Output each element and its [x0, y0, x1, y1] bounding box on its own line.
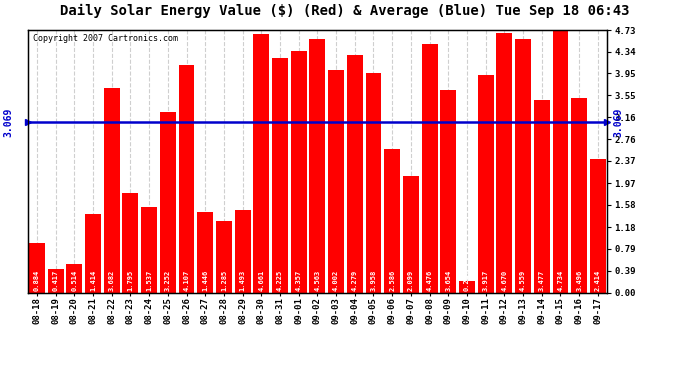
Text: 1.446: 1.446 [202, 270, 208, 291]
Text: 3.682: 3.682 [109, 270, 115, 291]
Text: 1.795: 1.795 [128, 270, 133, 291]
Text: 4.357: 4.357 [296, 270, 302, 291]
Text: 3.477: 3.477 [539, 270, 545, 291]
Text: 3.069: 3.069 [3, 108, 13, 137]
Text: 0.884: 0.884 [34, 270, 40, 291]
Text: 4.279: 4.279 [352, 270, 358, 291]
Text: 3.252: 3.252 [165, 270, 171, 291]
Bar [235, 210, 250, 292]
Text: 4.225: 4.225 [277, 270, 283, 291]
Text: 1.493: 1.493 [239, 270, 246, 291]
Bar [477, 75, 493, 292]
Bar [141, 207, 157, 292]
Bar [496, 33, 512, 292]
Bar [590, 159, 606, 292]
Bar [366, 73, 382, 292]
Bar [29, 243, 45, 292]
Bar [290, 51, 306, 292]
Text: 4.559: 4.559 [520, 270, 526, 291]
Text: 2.099: 2.099 [408, 270, 414, 291]
Bar [553, 30, 569, 292]
Bar [216, 221, 232, 292]
Bar [253, 34, 269, 292]
Text: Copyright 2007 Cartronics.com: Copyright 2007 Cartronics.com [33, 34, 179, 43]
Text: 4.002: 4.002 [333, 270, 339, 291]
Text: 4.670: 4.670 [502, 270, 507, 291]
Bar [48, 269, 63, 292]
Text: 4.563: 4.563 [315, 270, 320, 291]
Bar [328, 70, 344, 292]
Text: 4.734: 4.734 [558, 270, 564, 291]
Text: Daily Solar Energy Value ($) (Red) & Average (Blue) Tue Sep 18 06:43: Daily Solar Energy Value ($) (Red) & Ave… [60, 4, 630, 18]
Bar [571, 99, 587, 292]
Text: 3.958: 3.958 [371, 270, 377, 291]
Text: 0.514: 0.514 [71, 270, 77, 291]
Bar [347, 55, 363, 292]
Text: 4.107: 4.107 [184, 270, 190, 291]
Text: 2.414: 2.414 [595, 270, 601, 291]
Text: 2.586: 2.586 [389, 270, 395, 291]
Bar [459, 280, 475, 292]
Text: 4.476: 4.476 [426, 270, 433, 291]
Bar [440, 90, 456, 292]
Bar [272, 58, 288, 292]
Bar [66, 264, 82, 292]
Bar [309, 39, 326, 292]
Text: 0.417: 0.417 [52, 270, 59, 291]
Text: 3.917: 3.917 [483, 270, 489, 291]
Text: 1.537: 1.537 [146, 270, 152, 291]
Text: 0.214: 0.214 [464, 270, 470, 291]
Bar [104, 88, 119, 292]
Text: 1.285: 1.285 [221, 270, 227, 291]
Bar [197, 212, 213, 292]
Bar [515, 39, 531, 292]
Bar [384, 149, 400, 292]
Bar [160, 112, 176, 292]
Text: 3.496: 3.496 [576, 270, 582, 291]
Text: 3.654: 3.654 [445, 270, 451, 291]
Bar [179, 64, 195, 292]
Text: 1.414: 1.414 [90, 270, 96, 291]
Text: 4.661: 4.661 [258, 270, 264, 291]
Bar [422, 44, 437, 292]
Bar [403, 176, 419, 292]
Text: 3.069: 3.069 [613, 108, 623, 137]
Bar [123, 193, 139, 292]
Bar [534, 99, 550, 292]
Bar [85, 214, 101, 292]
